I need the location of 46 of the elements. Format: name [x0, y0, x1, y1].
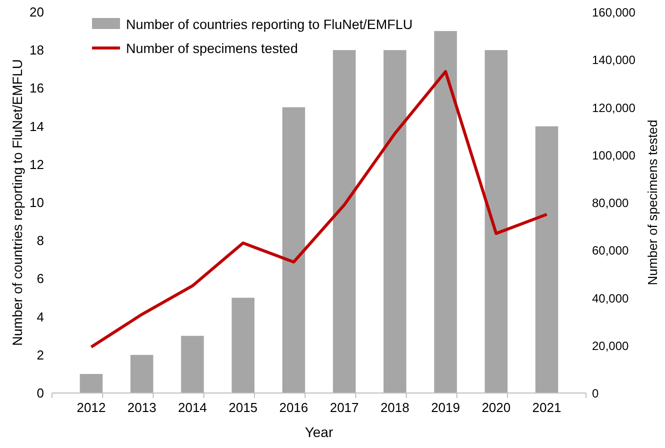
y2-tick-label: 0: [592, 386, 599, 400]
bar: [434, 31, 457, 393]
y-tick-label: 18: [30, 42, 44, 58]
y-tick-label: 2: [36, 347, 44, 362]
y-tick-label: 20: [30, 4, 44, 20]
y-tick-label: 14: [30, 118, 44, 134]
bar: [130, 354, 154, 393]
y2-tick-label: 120,000: [592, 100, 636, 115]
y2-tick-label: 20,000: [592, 338, 630, 353]
y-tick-label: 12: [30, 156, 44, 172]
y-tick-label: 6: [36, 271, 44, 286]
x-tick-label: 2013: [127, 400, 156, 415]
x-tick-label: 2021: [532, 400, 562, 415]
x-tick-label: 2017: [330, 400, 359, 415]
x-tick-label: 2016: [279, 400, 308, 415]
legend-label: Number of countries reporting to FluNet/EMFLU: [126, 17, 413, 32]
y-axis-title: Number of countries reporting to FluNet/EMFLU: [10, 59, 25, 346]
y-tick-label: 4: [36, 309, 44, 324]
x-axis-title: Year: [304, 424, 334, 440]
y2-tick-label: 160,000: [592, 6, 636, 20]
x-tick-label: 2015: [228, 400, 258, 415]
bar: [484, 50, 508, 393]
bar: [80, 374, 103, 393]
y2-axis-title: Number of specimens tested: [645, 120, 660, 286]
bar: [535, 126, 558, 393]
bar: [232, 298, 254, 393]
bar: [384, 50, 406, 393]
x-tick-label: 2020: [482, 400, 511, 415]
bar: [282, 107, 306, 393]
y-tick-label: 10: [30, 195, 44, 210]
bar: [181, 336, 204, 393]
x-tick-label: 2012: [76, 400, 106, 415]
legend-label: Number of specimens tested: [126, 41, 298, 56]
y2-tick-label: 60,000: [592, 244, 630, 258]
y2-tick-label: 80,000: [592, 196, 630, 210]
y2-tick-label: 140,000: [592, 53, 636, 68]
x-tick-label: 2014: [178, 400, 207, 415]
y2-tick-label: 40,000: [592, 291, 630, 306]
y-tick-label: 16: [30, 80, 44, 96]
line-series: [90, 70, 548, 349]
x-tick-label: 2018: [380, 400, 410, 415]
y-tick-label: 8: [36, 233, 44, 248]
x-tick-label: 2019: [431, 400, 460, 415]
bar: [332, 50, 356, 393]
y-tick-label: 0: [36, 386, 44, 400]
y2-tick-label: 100,000: [592, 148, 636, 162]
